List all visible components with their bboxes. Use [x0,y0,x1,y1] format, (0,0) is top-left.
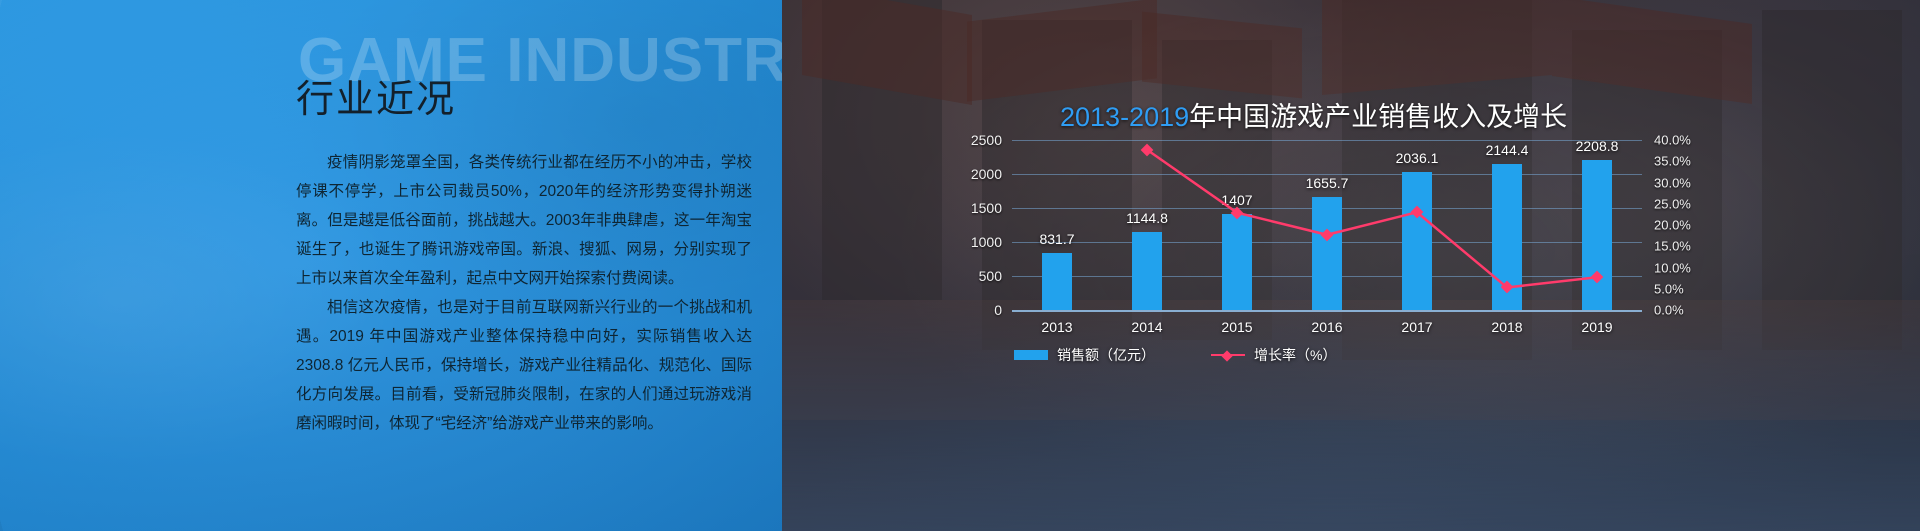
gridline [1012,174,1642,175]
legend-label-growth: 增长率（%） [1254,347,1337,363]
bar [1582,159,1612,310]
y2-axis-tick-label: 0.0% [1654,302,1684,318]
left-background-vignette [0,0,782,531]
y-axis-tick-label: 1000 [970,234,1002,250]
bar-value-label: 1655.7 [1305,175,1349,192]
chart-title-years: 2013-2019 [1060,102,1190,132]
line-swatch-icon [1211,350,1245,360]
legend-label-sales: 销售额（亿元） [1057,347,1155,363]
y-axis-tick-label: 0 [994,302,1002,318]
x-axis-line [1012,310,1642,312]
bar-value-label: 2208.8 [1575,137,1619,154]
y2-axis-tick-label: 35.0% [1654,153,1691,169]
chart-plot-area: 0 500 1000 1500 2000 2500 0.0% 5.0% 10.0% 15.0% 20… [971,132,1691,335]
y2-axis-tick-label: 5.0% [1654,281,1684,297]
right-chart-panel: 2013-2019年中国游戏产业销售收入及增长 0 500 1000 1500 2000… [782,0,1920,531]
x-axis-tick-label: 2019 [1581,319,1613,335]
x-axis-tick-label: 2014 [1131,319,1163,335]
y-axis-tick-label: 500 [978,268,1002,284]
legend-item-sales: 销售额（亿元） [1014,345,1155,365]
paragraph-1: 疫情阴影笼罩全国，各类传统行业都在经历不小的冲击，学校停课不停学，上市公司裁员5… [296,154,752,287]
x-axis-tick-label: 2015 [1221,319,1253,335]
legend-item-growth: 增长率（%） [1211,345,1336,365]
y2-axis-tick-label: 40.0% [1654,132,1691,148]
growth-line [1146,148,1598,289]
y2-axis-tick-label: 15.0% [1654,238,1691,254]
y2-axis-tick-label: 30.0% [1654,175,1691,190]
chart-title-rest: 年中国游戏产业销售收入及增长 [1189,102,1568,132]
y2-axis-tick-label: 10.0% [1654,260,1691,275]
x-axis-tick-label: 2013 [1041,319,1073,335]
bar-value-label: 2036.1 [1395,149,1439,166]
left-background-texture [0,0,782,531]
chart-title: 2013-2019年中国游戏产业销售收入及增长 [1060,95,1567,134]
bar-value-label: 1144.8 [1126,210,1168,227]
bar-value-label: 1407 [1221,192,1253,209]
bar [1222,214,1252,310]
left-text-panel: GAME INDUSTRY 行业近况 疫情阴影笼罩全国，各类传统行业都在经历不小… [0,0,782,531]
bar [1132,232,1162,310]
y2-axis-tick-label: 20.0% [1654,217,1691,233]
bar-swatch-icon [1014,350,1048,360]
watermark-title: GAME INDUSTRY [298,26,782,95]
y-axis-tick-label: 2000 [970,166,1002,182]
y-axis-tick-label: 1500 [970,200,1002,216]
bar [1042,253,1072,310]
bar [1402,171,1432,310]
paragraph-2: 相信这次疫情，也是对于目前互联网新兴行业的一个挑战和机遇。2019 年中国游戏产… [296,299,752,432]
page-title: 行业近况 [296,79,457,121]
x-axis-tick-label: 2016 [1311,319,1343,335]
gridline [1012,140,1642,141]
chart-legend: 销售额（亿元） 增长率（%） [1014,345,1336,365]
x-axis-tick-label: 2017 [1401,319,1433,335]
bar-value-label: 2144.4 [1485,142,1529,159]
y2-axis-tick-label: 25.0% [1654,196,1691,212]
bar-value-label: 831.7 [1039,231,1075,248]
bar [1312,197,1342,310]
y-axis-tick-label: 2500 [970,132,1002,148]
x-axis-tick-label: 2018 [1491,319,1523,335]
body-copy: 疫情阴影笼罩全国，各类传统行业都在经历不小的冲击，学校停课不停学，上市公司裁员5… [296,148,752,438]
